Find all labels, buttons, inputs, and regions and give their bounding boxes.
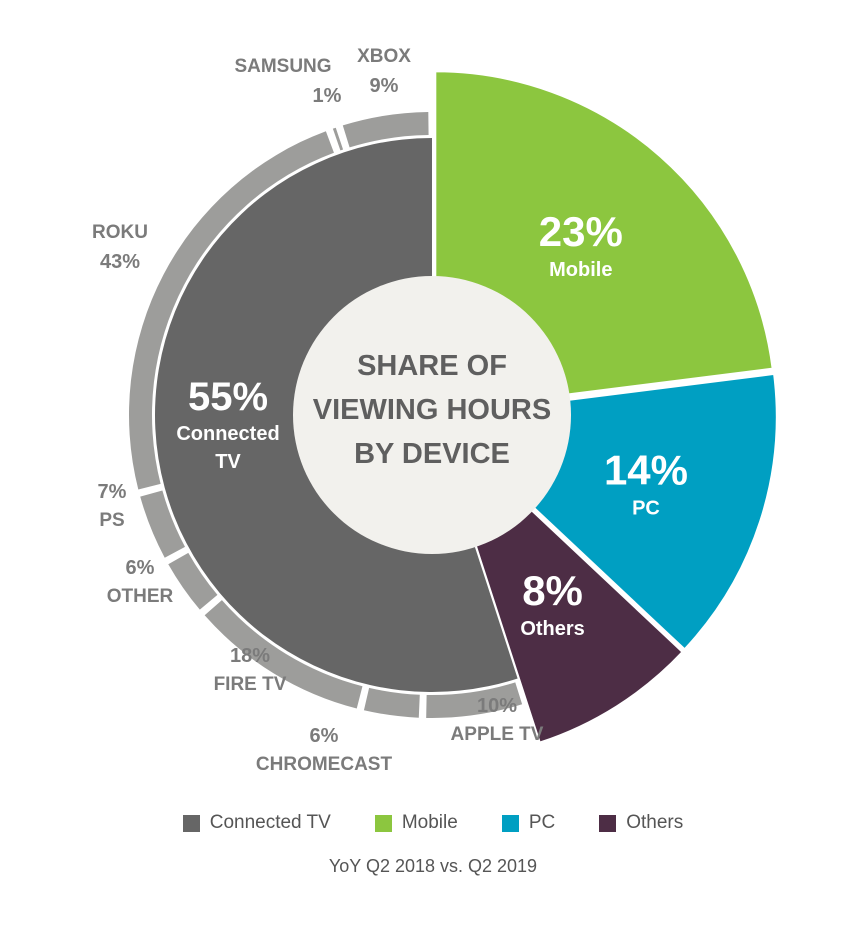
legend-swatch xyxy=(374,814,392,832)
ring-label-ps-name: PS xyxy=(99,510,124,531)
chart-subtitle: YoY Q2 2018 vs. Q2 2019 xyxy=(328,856,538,876)
ring-label-apple-tv-pct: 10% xyxy=(477,695,517,717)
slice-labels: 23% Mobile 14% PC 8% Others 55% Connected TV xyxy=(176,208,688,640)
slice-label-mobile-name: Mobile xyxy=(549,259,612,281)
ring-segment-samsung xyxy=(332,127,344,151)
ring-label-chromecast-name: CHROMECAST xyxy=(256,754,393,775)
center-circle xyxy=(293,276,571,554)
legend-swatch xyxy=(182,814,200,832)
legend-swatch xyxy=(501,814,519,832)
slice-label-connected-tv-name: TV xyxy=(215,451,241,473)
ring-label-fire-tv-pct: 18% xyxy=(230,645,270,667)
legend-label: Others xyxy=(626,812,684,833)
ring-segment-other xyxy=(168,552,218,610)
ring-label-xbox-pct: 9% xyxy=(370,75,399,97)
legend-label: Mobile xyxy=(401,812,458,833)
legend-item-pc: PC xyxy=(501,812,556,834)
device-share-pie-chart: SHARE OF VIEWING HOURS BY DEVICE 23% Mobile… xyxy=(92,46,778,775)
ring-label-samsung-name: SAMSUNG xyxy=(234,56,331,77)
connected-tv-ring xyxy=(129,112,523,718)
ring-label-apple-tv-name: APPLE TV xyxy=(451,724,544,745)
legend-item-mobile: Mobile xyxy=(374,812,458,834)
ring-label-other-name: OTHER xyxy=(107,586,174,607)
chart-legend: Connected TV Mobile PC Others xyxy=(0,812,866,834)
center-title: SHARE OF VIEWING HOURS BY DEVICE xyxy=(313,350,551,470)
legend-swatch xyxy=(599,814,617,832)
ring-segment-ps xyxy=(140,490,186,558)
ring-label-chromecast-pct: 6% xyxy=(310,725,339,747)
legend-item-connected-tv: Connected TV xyxy=(182,812,331,834)
ring-label-roku-pct: 43% xyxy=(100,251,140,273)
slice-label-pc-name: PC xyxy=(632,498,660,520)
ring-segment-roku xyxy=(129,131,334,490)
legend-label: Connected TV xyxy=(209,812,331,833)
ring-segment-fire-tv xyxy=(204,600,363,709)
slice-label-connected-tv-pct: 55% xyxy=(188,375,268,419)
slice-label-others-name: Others xyxy=(520,618,584,640)
center-title-line: BY DEVICE xyxy=(354,438,510,470)
ring-label-fire-tv-name: FIRE TV xyxy=(214,674,287,695)
ring-label-ps-pct: 7% xyxy=(98,481,127,503)
slice-label-connected-tv-name: Connected xyxy=(176,423,279,445)
ring-labels: 10% APPLE TV 6% CHROMECAST 18% FIRE TV 6% OTHER… xyxy=(92,46,544,775)
slice-label-mobile-pct: 23% xyxy=(539,208,623,255)
slice-label-others-pct: 8% xyxy=(522,567,583,614)
legend-label: PC xyxy=(528,812,556,833)
ring-segment-chromecast xyxy=(363,687,420,718)
center-title-line: VIEWING HOURS xyxy=(313,394,551,426)
ring-label-other-pct: 6% xyxy=(126,557,155,579)
center-title-line: SHARE OF xyxy=(357,350,507,382)
ring-segment-apple-tv xyxy=(426,682,523,718)
ring-label-samsung-pct: 1% xyxy=(313,85,342,107)
ring-label-roku-name: ROKU xyxy=(92,222,148,243)
slice-label-pc-pct: 14% xyxy=(604,447,688,494)
ring-label-xbox-name: XBOX xyxy=(357,46,411,67)
legend-item-others: Others xyxy=(599,812,683,834)
ring-segment-xbox xyxy=(342,112,429,148)
